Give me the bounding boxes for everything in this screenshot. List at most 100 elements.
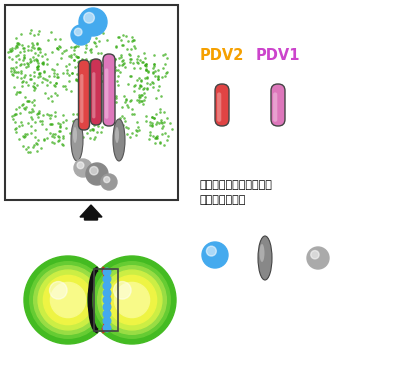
Point <box>24 82 31 88</box>
Point <box>20 52 27 58</box>
Bar <box>5 5 178 200</box>
Point <box>31 45 37 51</box>
Point <box>166 120 173 126</box>
Point <box>155 76 162 82</box>
Point <box>140 101 146 107</box>
Point <box>85 37 92 42</box>
Point <box>16 41 22 46</box>
Point <box>44 61 50 67</box>
Point <box>20 57 26 63</box>
Point <box>24 98 31 104</box>
Point <box>16 136 22 142</box>
Point <box>47 115 53 121</box>
Point <box>152 73 158 79</box>
Point <box>93 66 100 72</box>
Point <box>49 131 56 137</box>
Point <box>20 74 27 79</box>
Point <box>78 78 84 83</box>
Point <box>130 37 136 43</box>
Point <box>36 71 43 77</box>
Point <box>136 75 142 81</box>
Point <box>48 133 55 139</box>
Point <box>96 85 103 90</box>
Point <box>75 78 82 84</box>
Point <box>60 135 66 141</box>
Point <box>153 122 160 127</box>
Point <box>150 84 156 90</box>
Point <box>130 60 137 66</box>
Point <box>52 36 58 42</box>
Point <box>111 56 118 62</box>
Point <box>51 70 57 76</box>
Point <box>168 127 175 132</box>
Circle shape <box>84 12 94 23</box>
Point <box>154 133 160 139</box>
Point <box>23 105 30 111</box>
Point <box>147 81 154 87</box>
Point <box>25 149 32 155</box>
Point <box>24 61 31 67</box>
Point <box>33 41 40 47</box>
Point <box>11 112 17 117</box>
Point <box>42 76 48 82</box>
Point <box>108 93 114 98</box>
Point <box>71 44 78 49</box>
Point <box>74 54 81 60</box>
Point <box>127 134 133 139</box>
Point <box>161 119 167 124</box>
Point <box>36 108 42 114</box>
Point <box>15 40 21 46</box>
Point <box>70 111 76 117</box>
Point <box>34 60 41 66</box>
Point <box>132 82 138 88</box>
Circle shape <box>43 275 93 325</box>
Point <box>74 134 80 140</box>
Point <box>129 38 136 44</box>
Point <box>72 64 78 70</box>
Point <box>140 59 146 65</box>
Point <box>12 64 19 70</box>
Point <box>157 141 164 146</box>
Point <box>30 69 37 75</box>
Point <box>60 133 66 139</box>
Point <box>118 130 124 136</box>
Point <box>159 52 166 58</box>
Ellipse shape <box>71 119 83 161</box>
Point <box>54 74 61 79</box>
Point <box>30 54 36 60</box>
Point <box>113 43 120 49</box>
Point <box>149 114 156 120</box>
Point <box>98 51 104 56</box>
Text: PDV2: PDV2 <box>200 48 244 63</box>
Point <box>142 94 148 100</box>
Point <box>162 70 169 76</box>
Point <box>95 74 101 80</box>
FancyArrow shape <box>80 205 102 220</box>
Point <box>137 83 143 89</box>
Point <box>34 63 41 69</box>
Point <box>75 59 82 65</box>
Point <box>84 67 90 73</box>
Point <box>13 106 19 112</box>
Point <box>22 79 29 85</box>
Point <box>106 85 112 91</box>
Point <box>143 113 150 119</box>
Circle shape <box>77 162 84 169</box>
Point <box>114 120 120 126</box>
Point <box>86 127 93 133</box>
Point <box>42 90 48 96</box>
Point <box>14 74 20 80</box>
Point <box>80 134 86 139</box>
Point <box>22 72 28 78</box>
Point <box>53 80 60 86</box>
Point <box>9 45 16 51</box>
Point <box>74 71 81 77</box>
Point <box>139 59 145 65</box>
Point <box>7 46 13 52</box>
Point <box>12 129 19 135</box>
Point <box>151 115 157 121</box>
Point <box>41 137 47 142</box>
Point <box>62 63 69 69</box>
Point <box>110 69 117 75</box>
Point <box>150 80 156 86</box>
